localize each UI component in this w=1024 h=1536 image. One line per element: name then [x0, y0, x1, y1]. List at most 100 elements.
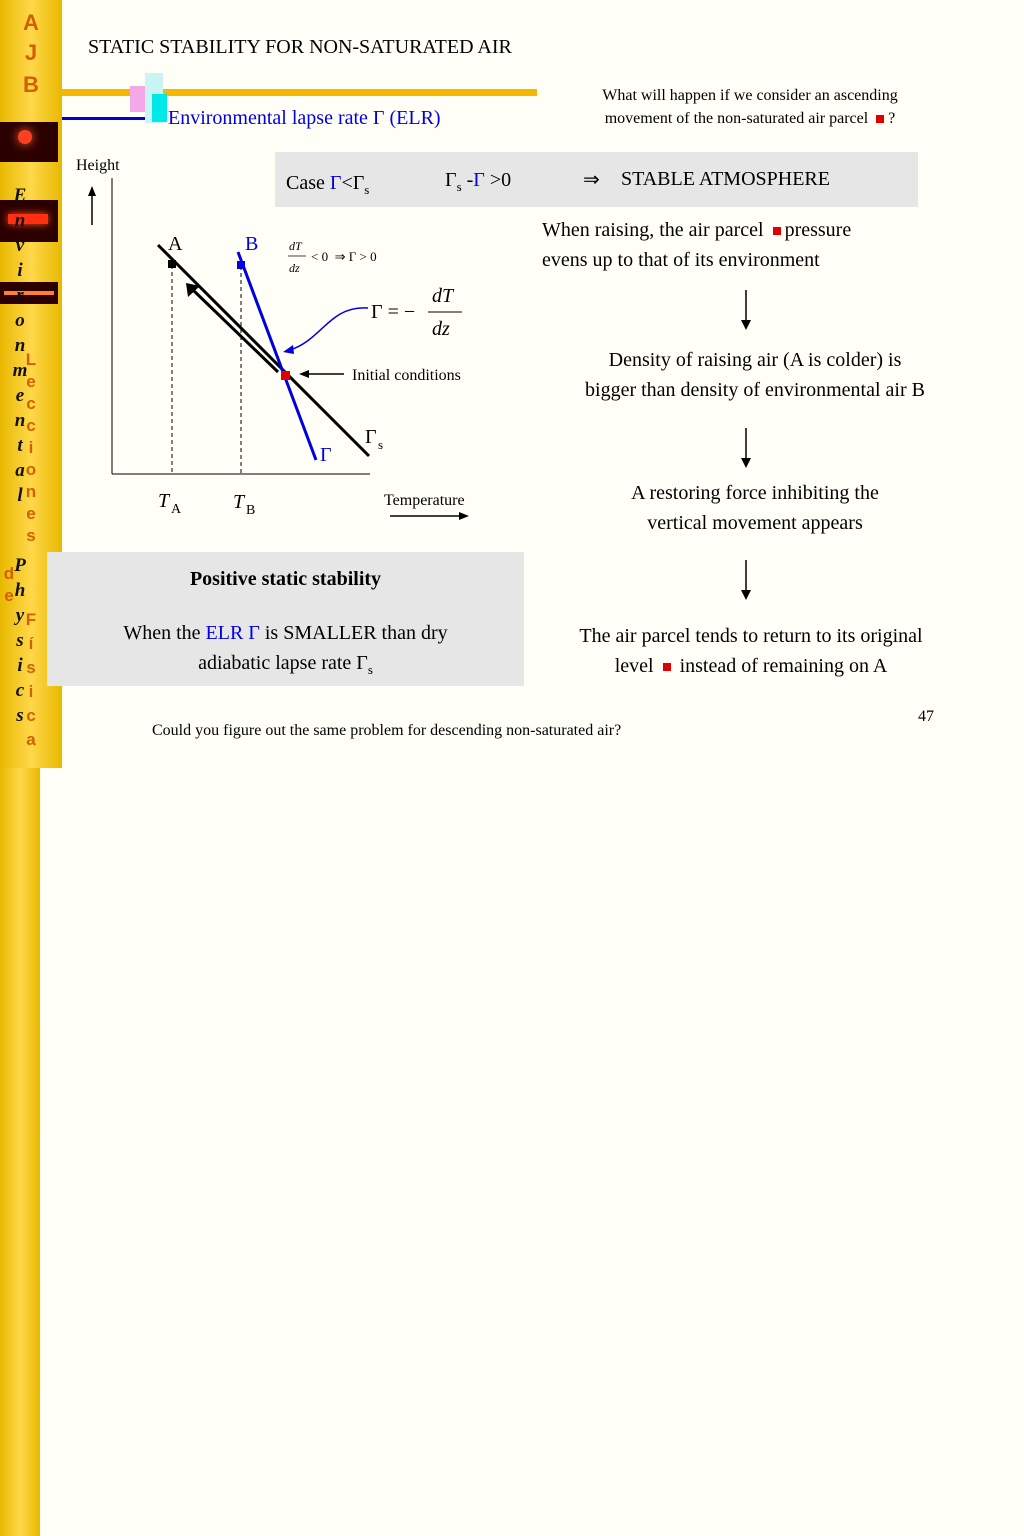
case-condition: Case Γ<Γs [286, 172, 369, 198]
question-line-2: movement of the non-saturated air parcel [604, 110, 869, 127]
gamma-symbol: Γ [473, 169, 485, 191]
step-text: When raising, the air parcel [542, 219, 764, 241]
page-title: STATIC STABILITY FOR NON-SATURATED AIR [88, 36, 512, 58]
red-square-marker [662, 663, 671, 672]
step-text: level [614, 655, 654, 677]
left-sidebar: A J B L e c c i o n e s d e F í s i c a [0, 0, 62, 768]
ta-label: T [158, 490, 171, 512]
gamma-s-sub: s [378, 437, 383, 452]
initial-conditions-label: Initial conditions [352, 367, 461, 384]
step-1: When raising, the air parcel pressure ev… [530, 215, 980, 275]
sidebar-letter: B [23, 72, 39, 97]
thumbnail-image [0, 122, 58, 162]
decorative-stripe [62, 117, 162, 120]
step-line: The air parcel tends to return to its or… [579, 625, 923, 647]
sidebar-letter: P [14, 555, 26, 576]
sidebar-letter: v [15, 235, 25, 256]
case-box: Case Γ<Γs Γs -Γ >0 ⇒ STABLE ATMOSPHERE [275, 152, 918, 207]
step-line: evens up to that of its environment [542, 249, 820, 271]
gamma-label: Γ [320, 444, 332, 466]
sidebar-letter: c [26, 416, 36, 435]
lapse-rate-diagram: Height Temperature A B dT dz < 0 ⇒ Γ > 0… [76, 157, 469, 520]
step-line: When raising, the air parcel pressure [530, 215, 980, 245]
initial-conditions-arrow-head [299, 370, 309, 378]
implies-arrow: ⇒ [583, 169, 600, 191]
formula-big-dz: dz [432, 318, 450, 340]
right-sidebar: E n v i r o n m e n t a l P h y s i c s [0, 185, 40, 1536]
parcel-ascent-arrow-head [186, 283, 200, 297]
formula-big-lhs: Γ = − [371, 301, 415, 323]
conclusion-box: Positive static stability When the ELR Γ… [47, 552, 524, 686]
sidebar-letter: y [15, 605, 25, 626]
formula-small-dt: dT [289, 239, 303, 253]
sidebar-letter: E [13, 185, 27, 206]
question-mark: ? [888, 110, 896, 127]
step-line: vertical movement appears [647, 512, 863, 534]
decorative-stripe [62, 89, 537, 96]
step-text: pressure [784, 219, 852, 241]
conclusion-text-part: adiabatic lapse rate Γ [198, 652, 368, 674]
sidebar-letter: h [14, 580, 26, 601]
sidebar-letter: c [26, 394, 36, 413]
subscript-s: s [364, 182, 370, 197]
x-axis-label: Temperature [384, 492, 465, 509]
sidebar-letter: t [17, 435, 23, 456]
sidebar-letter: c [15, 680, 25, 701]
sidebar-letter: F [25, 610, 37, 629]
question-line: movement of the non-saturated air parcel… [540, 107, 960, 130]
decorative-block [152, 94, 167, 122]
conclusion-line: When the ELR Γ is SMALLER than dry [47, 618, 524, 648]
sidebar-letter: s [16, 705, 24, 726]
sidebar-letter: n [14, 335, 26, 356]
step-text: instead of remaining on A [679, 655, 888, 677]
environmental-lapse-line [236, 251, 318, 461]
conclusion-line: adiabatic lapse rate Γs [47, 648, 524, 685]
formula-big-dt: dT [432, 285, 455, 307]
sidebar-letter: n [14, 410, 26, 431]
footer-question: Could you figure out the same problem fo… [152, 722, 622, 739]
sidebar-letter: r [16, 285, 24, 306]
subscript-s: s [456, 179, 462, 194]
case-label: Case [286, 172, 325, 194]
down-arrow [741, 290, 751, 330]
parcel-ascent-arrow [191, 288, 280, 374]
step-line: Density of raising air (A is colder) is [608, 349, 902, 371]
gamma-symbol: Γ [329, 172, 342, 194]
thumbnail-image [0, 200, 58, 242]
sidebar-letter: n [14, 210, 26, 231]
less-than-gamma: <Γ [341, 172, 365, 194]
red-square-marker [876, 115, 885, 124]
subtitle: Environmental lapse rate Γ (ELR) [168, 107, 441, 129]
page-number: 47 [918, 708, 934, 725]
step-4: The air parcel tends to return to its or… [526, 621, 976, 681]
sidebar-letter: i [17, 260, 23, 281]
greater-than-zero: >0 [484, 169, 512, 191]
sidebar-letter: s [26, 526, 36, 545]
gamma-s-symbol: Γ [445, 169, 457, 191]
thumbnail-image [0, 282, 58, 304]
sidebar-letter: l [17, 485, 23, 506]
sidebar-letter: a [15, 460, 25, 481]
formula-connector-head [283, 345, 294, 354]
sidebar-letter: o [25, 460, 37, 479]
sidebar-letter: c [26, 706, 36, 725]
minus-sign: - [461, 169, 474, 191]
sidebar-letter: e [4, 586, 14, 605]
y-axis-label: Height [76, 157, 120, 174]
label-b: B [245, 233, 258, 255]
tb-sub: B [246, 503, 255, 518]
sidebar-letter: J [24, 40, 38, 65]
formula-connector [289, 307, 369, 351]
point-a-marker [168, 260, 176, 268]
dry-adiabatic-line [156, 243, 371, 458]
formula-small-dz: dz [289, 261, 300, 275]
conclusion-text: When the ELR Γ is SMALLER than dry adiab… [47, 618, 524, 685]
sidebar-letter: d [3, 564, 15, 583]
down-arrow [741, 560, 751, 600]
sidebar-letter: o [15, 310, 25, 331]
point-b-marker [237, 261, 245, 269]
sidebar-letter: L [25, 350, 37, 369]
elr-term: ELR Γ [205, 622, 260, 644]
sidebar-letter: n [25, 482, 37, 501]
step-line: level instead of remaining on A [526, 651, 976, 681]
